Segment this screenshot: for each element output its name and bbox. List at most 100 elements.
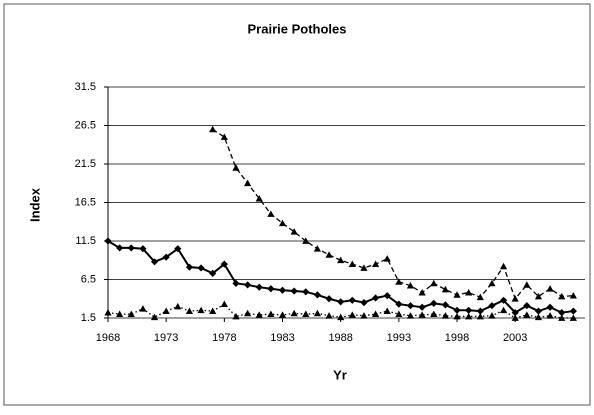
- data-point: [488, 279, 496, 287]
- data-point: [313, 309, 322, 317]
- data-point: [558, 314, 566, 321]
- data-point: [383, 255, 391, 262]
- data-point: [453, 291, 461, 298]
- data-point: [150, 258, 159, 266]
- data-point: [523, 281, 531, 288]
- data-point: [267, 310, 275, 318]
- x-tick-label: 1983: [270, 332, 294, 344]
- data-point: [197, 264, 205, 272]
- data-point: [499, 296, 508, 304]
- data-point: [406, 312, 415, 319]
- data-point: [441, 301, 449, 309]
- data-point: [348, 260, 356, 267]
- data-point: [197, 306, 205, 314]
- data-point: [511, 314, 519, 321]
- data-point: [255, 195, 263, 202]
- data-point: [244, 309, 252, 317]
- data-point: [360, 312, 368, 319]
- x-tick-label: 1978: [212, 332, 236, 344]
- data-point: [476, 312, 484, 320]
- data-point: [278, 219, 287, 227]
- y-tick-label: 11.5: [75, 235, 96, 247]
- data-point: [337, 298, 345, 306]
- data-point: [558, 292, 566, 300]
- data-point: [255, 283, 263, 291]
- data-point: [267, 210, 275, 217]
- data-point: [499, 262, 508, 270]
- data-point: [465, 312, 473, 320]
- data-point: [174, 302, 182, 310]
- chart-border: [3, 3, 591, 406]
- data-point: [406, 302, 415, 310]
- data-point: [476, 293, 484, 301]
- data-point: [360, 264, 368, 271]
- data-point: [302, 237, 310, 244]
- data-point: [290, 309, 298, 317]
- data-point: [104, 309, 112, 316]
- data-point: [558, 309, 566, 317]
- data-point: [348, 311, 356, 318]
- data-point: [569, 307, 577, 315]
- data-point: [313, 291, 322, 299]
- data-point: [453, 306, 461, 314]
- data-point: [337, 313, 345, 321]
- data-point: [267, 285, 275, 293]
- data-point: [418, 288, 426, 296]
- data-point: [430, 299, 438, 307]
- chart-title: Prairie Potholes: [248, 21, 347, 36]
- data-point: [476, 307, 484, 315]
- data-point: [488, 302, 496, 310]
- y-tick-label: 1.5: [81, 312, 96, 324]
- data-point: [395, 300, 403, 308]
- data-point: [337, 256, 345, 264]
- data-point: [302, 288, 310, 296]
- data-point: [430, 310, 438, 318]
- x-tick-label: 2003: [503, 332, 527, 344]
- data-point: [290, 287, 298, 295]
- data-point: [534, 313, 543, 321]
- data-point: [465, 288, 473, 296]
- data-point: [360, 299, 368, 307]
- data-point: [325, 312, 333, 319]
- data-point: [220, 133, 228, 140]
- data-point: [278, 311, 287, 318]
- data-point: [465, 306, 473, 314]
- x-tick-label: 1998: [445, 332, 469, 344]
- data-point: [348, 296, 356, 304]
- data-point: [185, 263, 194, 271]
- data-point: [302, 310, 310, 318]
- data-point: [220, 260, 228, 268]
- data-point: [139, 245, 147, 253]
- data-point: [441, 285, 449, 293]
- data-point: [232, 312, 240, 320]
- data-point: [244, 179, 252, 187]
- data-point: [418, 303, 426, 311]
- data-point: [278, 286, 287, 294]
- data-point: [244, 281, 252, 289]
- data-point: [185, 307, 194, 314]
- data-point: [162, 253, 170, 261]
- data-point: [569, 314, 577, 321]
- data-point: [523, 311, 531, 318]
- y-tick-label: 26.5: [75, 119, 96, 131]
- data-point: [313, 245, 322, 252]
- data-point: [383, 307, 391, 314]
- data-point: [371, 310, 380, 318]
- data-point: [406, 282, 415, 289]
- data-point: [383, 292, 391, 300]
- data-point: [395, 310, 403, 318]
- data-point: [139, 305, 147, 312]
- data-point: [150, 313, 159, 321]
- y-tick-label: 6.5: [81, 273, 96, 285]
- data-point: [104, 237, 112, 245]
- data-point: [546, 285, 554, 292]
- data-point: [325, 251, 333, 258]
- data-point: [116, 310, 124, 318]
- x-tick-label: 1973: [154, 332, 178, 344]
- data-point: [162, 307, 170, 314]
- data-point: [220, 300, 228, 308]
- data-point: [430, 279, 438, 287]
- x-tick-label: 1988: [328, 332, 352, 344]
- data-point: [116, 244, 124, 252]
